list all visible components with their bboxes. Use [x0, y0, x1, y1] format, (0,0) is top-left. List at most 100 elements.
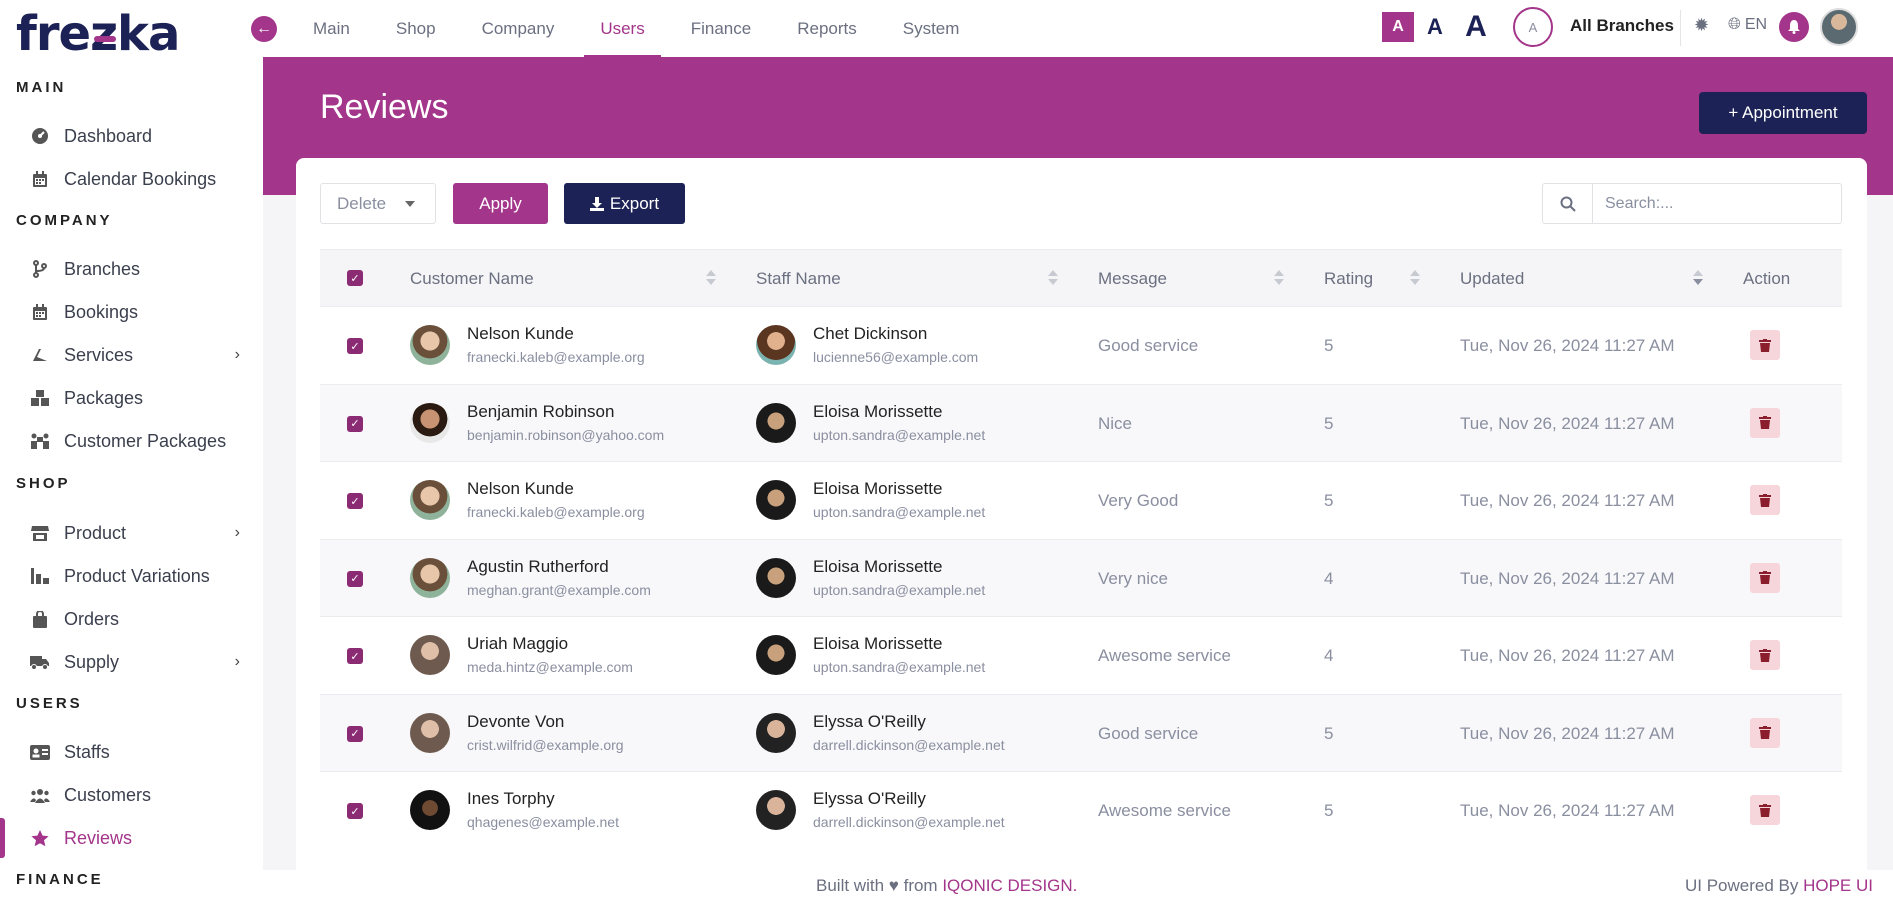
row-checkbox[interactable]: ✓: [347, 803, 363, 819]
sidebar-item-staffs[interactable]: Staffs: [30, 732, 240, 772]
select-all-checkbox[interactable]: ✓: [347, 270, 363, 286]
staff-avatar: [756, 635, 796, 675]
sort-icon[interactable]: [706, 268, 716, 288]
customer-name: Ines Torphy: [467, 789, 555, 808]
search-input[interactable]: [1593, 184, 1841, 223]
font-size-medium-button[interactable]: A: [1427, 14, 1443, 39]
font-size-small-button[interactable]: A: [1382, 12, 1414, 42]
review-updated: Tue, Nov 26, 2024 11:27 AM: [1460, 336, 1675, 355]
review-rating: 4: [1324, 568, 1334, 588]
sidebar-item-reviews[interactable]: Reviews: [30, 818, 240, 858]
page-title: Reviews: [320, 88, 449, 126]
export-button[interactable]: Export: [564, 183, 685, 224]
tab-main[interactable]: Main: [313, 18, 350, 38]
table-row: ✓ Ines Torphy qhagenes@example.net Elyss…: [320, 771, 1842, 849]
tab-users[interactable]: Users: [584, 0, 662, 57]
sidebar-item-customer-packages[interactable]: Customer Packages: [30, 421, 240, 461]
review-updated: Tue, Nov 26, 2024 11:27 AM: [1460, 646, 1675, 665]
branch-avatar[interactable]: A: [1513, 7, 1553, 47]
col-rating[interactable]: Rating: [1324, 269, 1374, 288]
sort-icon[interactable]: [1410, 268, 1420, 288]
language-selector[interactable]: 🌐︎ EN: [1728, 16, 1767, 34]
delete-button[interactable]: [1750, 640, 1780, 670]
font-size-large-button[interactable]: A: [1465, 10, 1487, 43]
delete-button[interactable]: [1750, 717, 1780, 748]
variations-icon: [30, 566, 50, 586]
sidebar-item-dashboard[interactable]: Dashboard: [30, 116, 240, 156]
row-checkbox[interactable]: ✓: [347, 725, 363, 742]
tab-company[interactable]: Company: [481, 18, 555, 38]
sidebar-item-customers[interactable]: Customers: [30, 775, 240, 815]
arrow-left-icon: ←: [256, 20, 272, 37]
sidebar-item-orders[interactable]: Orders: [30, 599, 240, 639]
sort-icon[interactable]: [1274, 268, 1284, 288]
review-message: Very nice: [1098, 568, 1168, 588]
trash-icon: [1759, 416, 1771, 429]
branch-selector[interactable]: All Branches: [1570, 16, 1674, 35]
globe-icon: 🌐︎: [1728, 16, 1741, 33]
sidebar-item-supply[interactable]: Supply ›: [30, 642, 240, 682]
customer-email: crist.wilfrid@example.org: [467, 736, 624, 753]
col-message[interactable]: Message: [1098, 269, 1167, 288]
sidebar-item-calendar-bookings[interactable]: Calendar Bookings: [30, 159, 240, 199]
gear-icon[interactable]: ✹: [1694, 15, 1710, 35]
customer-name: Nelson Kunde: [467, 479, 574, 498]
row-checkbox[interactable]: ✓: [347, 570, 363, 587]
delete-button[interactable]: [1750, 562, 1780, 593]
calendar-icon: [30, 302, 50, 322]
staff-avatar: [756, 790, 796, 830]
col-customer-name[interactable]: Customer Name: [410, 269, 534, 288]
sort-desc-icon[interactable]: [1693, 268, 1703, 288]
sidebar-item-branches[interactable]: Branches: [30, 249, 240, 289]
staff-name: Eloisa Morissette: [813, 556, 943, 576]
sidebar-item-services[interactable]: Services ›: [30, 335, 240, 375]
bell-icon[interactable]: [1779, 12, 1809, 42]
add-appointment-button[interactable]: + Appointment: [1699, 92, 1867, 134]
sidebar-item-product[interactable]: Product ›: [30, 513, 240, 553]
sidebar-item-packages[interactable]: Packages: [30, 378, 240, 418]
sidebar-item-label: Services: [64, 344, 134, 365]
hope-ui-link[interactable]: HOPE UI: [1803, 876, 1873, 895]
services-icon: [30, 345, 50, 365]
delete-button[interactable]: [1750, 407, 1780, 438]
tab-system[interactable]: System: [902, 18, 960, 38]
sidebar-item-label: Reviews: [64, 827, 133, 848]
tab-shop[interactable]: Shop: [395, 18, 436, 38]
row-checkbox[interactable]: ✓: [347, 648, 363, 664]
bulk-action-select[interactable]: Delete: [320, 183, 436, 224]
store-icon: [30, 523, 50, 543]
apply-button[interactable]: Apply: [453, 183, 548, 224]
col-updated[interactable]: Updated: [1460, 269, 1525, 288]
trash-icon: [1759, 803, 1771, 817]
staff-email: upton.sandra@example.net: [813, 504, 986, 520]
review-message: Awesome service: [1098, 646, 1231, 665]
delete-button[interactable]: [1750, 795, 1780, 825]
sidebar-item-bookings[interactable]: Bookings: [30, 292, 240, 332]
trash-icon: [1759, 571, 1771, 584]
customer-email: franecki.kaleb@example.org: [467, 504, 645, 520]
review-message: Good service: [1098, 723, 1199, 743]
customer-email: franecki.kaleb@example.org: [467, 349, 645, 365]
row-checkbox[interactable]: ✓: [347, 493, 363, 509]
search-icon[interactable]: [1543, 184, 1593, 223]
id-card-icon: [30, 742, 50, 762]
tab-reports[interactable]: Reports: [797, 18, 857, 38]
delete-button[interactable]: [1750, 330, 1780, 360]
frezka-logo[interactable]: frezka: [16, 6, 180, 62]
customer-name: Agustin Rutherford: [467, 556, 609, 576]
iqonic-link[interactable]: IQONIC DESIGN.: [942, 876, 1078, 895]
sidebar-item-product-variations[interactable]: Product Variations: [30, 556, 240, 596]
review-rating: 5: [1324, 491, 1334, 510]
row-checkbox[interactable]: ✓: [347, 415, 363, 432]
delete-button[interactable]: [1750, 485, 1780, 515]
staff-email: lucienne56@example.com: [813, 349, 979, 365]
staff-avatar: [756, 325, 796, 365]
review-updated: Tue, Nov 26, 2024 11:27 AM: [1460, 413, 1675, 433]
tab-finance[interactable]: Finance: [690, 18, 752, 38]
sort-icon[interactable]: [1048, 268, 1058, 288]
review-message: Awesome service: [1098, 801, 1231, 820]
user-avatar[interactable]: [1820, 8, 1858, 46]
col-staff-name[interactable]: Staff Name: [756, 269, 841, 288]
row-checkbox[interactable]: ✓: [347, 338, 363, 354]
sidebar-toggle-button[interactable]: ←: [251, 16, 277, 42]
